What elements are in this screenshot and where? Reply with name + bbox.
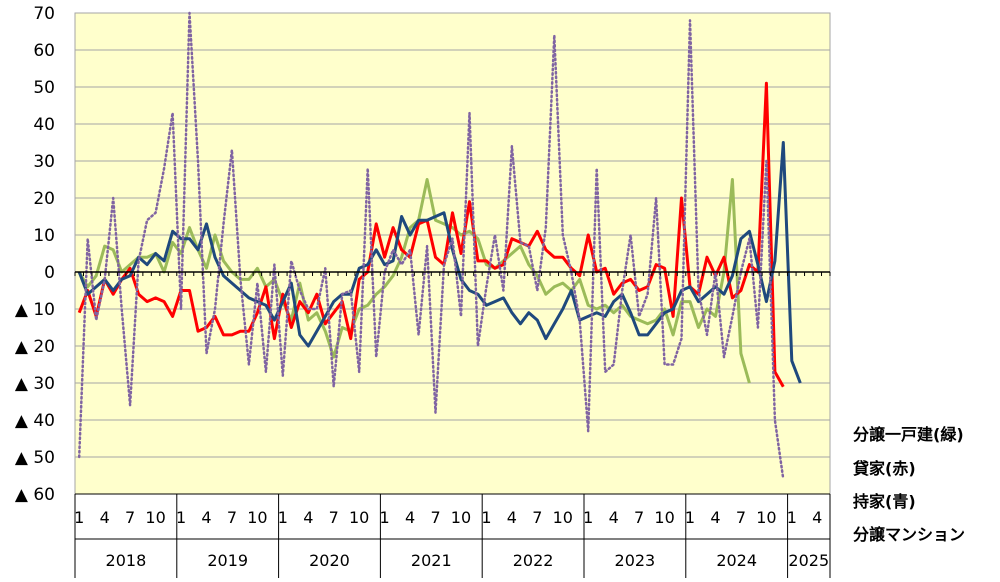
month-tick-label: 4 xyxy=(812,508,822,527)
year-label: 2018 xyxy=(106,551,147,570)
year-label: 2020 xyxy=(309,551,350,570)
month-tick-label: 4 xyxy=(609,508,619,527)
y-tick-label: ▲ 40 xyxy=(15,411,55,431)
month-tick-label: 7 xyxy=(430,508,440,527)
legend-label: 貸家(赤) xyxy=(852,459,916,478)
y-tick-label: ▲ 30 xyxy=(15,374,55,394)
month-tick-label: 4 xyxy=(201,508,211,527)
month-tick-label: 7 xyxy=(634,508,644,527)
year-label: 2022 xyxy=(513,551,554,570)
month-tick-label: 10 xyxy=(145,508,165,527)
legend-label: 分譲一戸建(緑) xyxy=(853,425,964,444)
y-tick-label: 60 xyxy=(33,41,55,61)
month-tick-label: 10 xyxy=(349,508,369,527)
month-tick-label: 4 xyxy=(303,508,313,527)
month-tick-label: 1 xyxy=(176,508,186,527)
month-tick-label: 1 xyxy=(278,508,288,527)
month-tick-label: 4 xyxy=(100,508,110,527)
series-line-blue-owner xyxy=(77,141,802,384)
axis-layer: 70 60 50 40 30 20 10 0 ▲ 10 ▲ 20 ▲ 30 ▲ 40 ▲ 50 ▲ 60 1… xyxy=(15,4,831,578)
year-label: 2019 xyxy=(207,551,248,570)
year-label: 2023 xyxy=(615,551,656,570)
series-line-red-rental xyxy=(77,81,785,388)
y-tick-label: ▲ 60 xyxy=(15,485,55,505)
month-tick-label: 7 xyxy=(227,508,237,527)
month-tick-label: 10 xyxy=(756,508,776,527)
month-tick-label: 1 xyxy=(481,508,491,527)
month-tick-label: 4 xyxy=(710,508,720,527)
month-tick-label: 7 xyxy=(125,508,135,527)
month-tick-label: 7 xyxy=(532,508,542,527)
legend: 分譲一戸建(緑) 貸家(赤) 持家(青) 分譲マンション xyxy=(852,425,965,544)
year-label: 2025 xyxy=(788,551,829,570)
y-tick-label: ▲ 10 xyxy=(15,300,55,320)
legend-label: 分譲マンション xyxy=(853,525,965,544)
month-tick-label: 1 xyxy=(787,508,797,527)
month-tick-label: 7 xyxy=(736,508,746,527)
year-label: 2024 xyxy=(716,551,757,570)
month-tick-label: 1 xyxy=(583,508,593,527)
month-tick-label: 10 xyxy=(247,508,267,527)
y-tick-label: 0 xyxy=(44,263,55,283)
series-layer xyxy=(77,11,802,481)
y-tick-label: 50 xyxy=(33,78,55,98)
y-tick-label: 40 xyxy=(33,115,55,135)
y-tick-label: 70 xyxy=(33,4,55,24)
year-label: 2021 xyxy=(411,551,452,570)
series-line-green-detached xyxy=(77,178,751,384)
month-tick-label: 4 xyxy=(405,508,415,527)
month-tick-label: 1 xyxy=(380,508,390,527)
month-tick-label: 4 xyxy=(507,508,517,527)
month-tick-label: 1 xyxy=(685,508,695,527)
legend-label: 持家(青) xyxy=(853,492,916,511)
month-tick-label: 1 xyxy=(74,508,84,527)
series-line-purple-condo xyxy=(77,11,785,481)
y-tick-label: 30 xyxy=(33,152,55,172)
y-tick-label: ▲ 20 xyxy=(15,337,55,357)
month-tick-label: 10 xyxy=(553,508,573,527)
month-tick-label: 10 xyxy=(451,508,471,527)
month-tick-label: 10 xyxy=(654,508,674,527)
y-tick-label: 10 xyxy=(33,226,55,246)
month-tick-label: 7 xyxy=(329,508,339,527)
y-tick-label: 20 xyxy=(33,189,55,209)
y-tick-label: ▲ 50 xyxy=(15,448,55,468)
grid-layer xyxy=(74,12,831,495)
